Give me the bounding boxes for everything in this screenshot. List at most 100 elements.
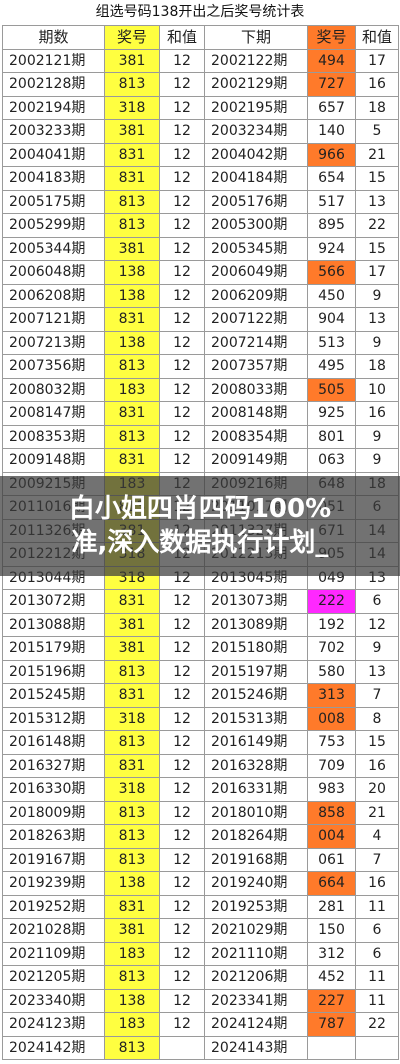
winning-number-cell: 813 <box>104 72 160 97</box>
next-winning-number-cell: 566 <box>307 260 356 285</box>
sum-cell <box>159 1035 205 1060</box>
period-cell: 2002194期 <box>2 95 105 120</box>
next-sum-cell: 16 <box>355 871 399 896</box>
period-cell: 2019167期 <box>2 847 105 872</box>
table-row: 2007213期 138 12 2007214期 513 9 <box>2 330 399 355</box>
sum-cell: 12 <box>159 330 205 355</box>
sum-cell: 12 <box>159 72 205 97</box>
next-sum-cell: 12 <box>355 612 399 637</box>
period-cell: 2015179期 <box>2 636 105 661</box>
next-winning-number-cell: 063 <box>307 448 356 473</box>
table-row: 2016148期 813 12 2016149期 753 15 <box>2 730 399 755</box>
winning-number-cell: 813 <box>104 424 160 449</box>
winning-number-cell: 831 <box>104 307 160 332</box>
next-winning-number-cell: 702 <box>307 636 356 661</box>
next-sum-cell: 16 <box>355 72 399 97</box>
sum-cell: 12 <box>159 706 205 731</box>
next-winning-number-cell: 513 <box>307 330 356 355</box>
period-cell: 2002128期 <box>2 72 105 97</box>
period-cell: 2008147期 <box>2 401 105 426</box>
next-winning-number-cell: 966 <box>307 142 356 167</box>
period-cell: 2015312期 <box>2 706 105 731</box>
sum-cell: 12 <box>159 777 205 802</box>
winning-number-cell: 138 <box>104 283 160 308</box>
table-row: 2015312期 318 12 2015313期 008 8 <box>2 706 399 731</box>
next-period-cell: 2007357期 <box>204 354 308 379</box>
period-cell: 2023340期 <box>2 988 105 1013</box>
next-winning-number-cell: 727 <box>307 72 356 97</box>
winning-number-cell: 813 <box>104 730 160 755</box>
sum-cell: 12 <box>159 236 205 261</box>
next-period-cell: 2008148期 <box>204 401 308 426</box>
next-period-cell: 2019168期 <box>204 847 308 872</box>
sum-cell: 12 <box>159 307 205 332</box>
next-sum-cell: 22 <box>355 1012 399 1037</box>
next-sum-cell: 13 <box>355 189 399 214</box>
next-winning-number-cell: 787 <box>307 1012 356 1037</box>
next-winning-number-cell: 580 <box>307 659 356 684</box>
next-winning-number-cell: 227 <box>307 988 356 1013</box>
next-sum-cell: 9 <box>355 448 399 473</box>
header-next-sum: 和值 <box>355 25 399 50</box>
sum-cell: 12 <box>159 213 205 238</box>
period-cell: 2021109期 <box>2 941 105 966</box>
next-sum-cell: 16 <box>355 401 399 426</box>
period-cell: 2003233期 <box>2 119 105 144</box>
table-row: 2015179期 381 12 2015180期 702 9 <box>2 636 399 661</box>
sum-cell: 12 <box>159 401 205 426</box>
next-winning-number-cell: 924 <box>307 236 356 261</box>
period-cell: 2007213期 <box>2 330 105 355</box>
next-sum-cell: 22 <box>355 213 399 238</box>
next-sum-cell: 15 <box>355 166 399 191</box>
table-row: 2008353期 813 12 2008354期 801 9 <box>2 424 399 449</box>
sum-cell: 12 <box>159 894 205 919</box>
table-row: 2007356期 813 12 2007357期 495 18 <box>2 354 399 379</box>
sum-cell: 12 <box>159 800 205 825</box>
sum-cell: 12 <box>159 941 205 966</box>
header-sum: 和值 <box>159 25 205 50</box>
winning-number-cell: 813 <box>104 354 160 379</box>
table-row: 2015196期 813 12 2015197期 580 13 <box>2 659 399 684</box>
table-row: 2004183期 831 12 2004184期 654 15 <box>2 166 399 191</box>
next-sum-cell: 18 <box>355 354 399 379</box>
next-period-cell: 2015197期 <box>204 659 308 684</box>
sum-cell: 12 <box>159 659 205 684</box>
period-cell: 2016327期 <box>2 753 105 778</box>
next-winning-number-cell: 312 <box>307 941 356 966</box>
period-cell: 2006208期 <box>2 283 105 308</box>
next-winning-number-cell: 664 <box>307 871 356 896</box>
next-winning-number-cell: 452 <box>307 965 356 990</box>
next-period-cell: 2013073期 <box>204 589 308 614</box>
table-row: 2002121期 381 12 2002122期 494 17 <box>2 48 399 73</box>
next-sum-cell: 11 <box>355 965 399 990</box>
next-period-cell: 2018010期 <box>204 800 308 825</box>
table-row: 2002194期 318 12 2002195期 657 18 <box>2 95 399 120</box>
lottery-stats-table: 期数 奖号 和值 下期 奖号 和值 2002121期 381 12 2002122期 4… <box>2 25 399 1060</box>
next-period-cell: 2018264期 <box>204 824 308 849</box>
next-sum-cell: 9 <box>355 283 399 308</box>
next-sum-cell: 6 <box>355 918 399 943</box>
table-row: 2013088期 381 12 2013089期 192 12 <box>2 612 399 637</box>
next-period-cell: 2013089期 <box>204 612 308 637</box>
next-sum-cell: 15 <box>355 730 399 755</box>
next-winning-number-cell: 517 <box>307 189 356 214</box>
sum-cell: 12 <box>159 48 205 73</box>
next-period-cell: 2006049期 <box>204 260 308 285</box>
table-row: 2005344期 381 12 2005345期 924 15 <box>2 236 399 261</box>
next-winning-number-cell: 753 <box>307 730 356 755</box>
sum-cell: 12 <box>159 166 205 191</box>
next-period-cell: 2008354期 <box>204 424 308 449</box>
next-period-cell: 2003234期 <box>204 119 308 144</box>
table-row: 2007121期 831 12 2007122期 904 13 <box>2 307 399 332</box>
table-row: 2021205期 813 12 2021206期 452 11 <box>2 965 399 990</box>
period-cell: 2015245期 <box>2 683 105 708</box>
winning-number-cell: 183 <box>104 1012 160 1037</box>
next-period-cell: 2021029期 <box>204 918 308 943</box>
next-period-cell: 2021206期 <box>204 965 308 990</box>
winning-number-cell: 831 <box>104 166 160 191</box>
winning-number-cell: 381 <box>104 48 160 73</box>
sum-cell: 12 <box>159 377 205 402</box>
next-winning-number-cell: 150 <box>307 918 356 943</box>
sum-cell: 12 <box>159 824 205 849</box>
next-period-cell: 2015246期 <box>204 683 308 708</box>
